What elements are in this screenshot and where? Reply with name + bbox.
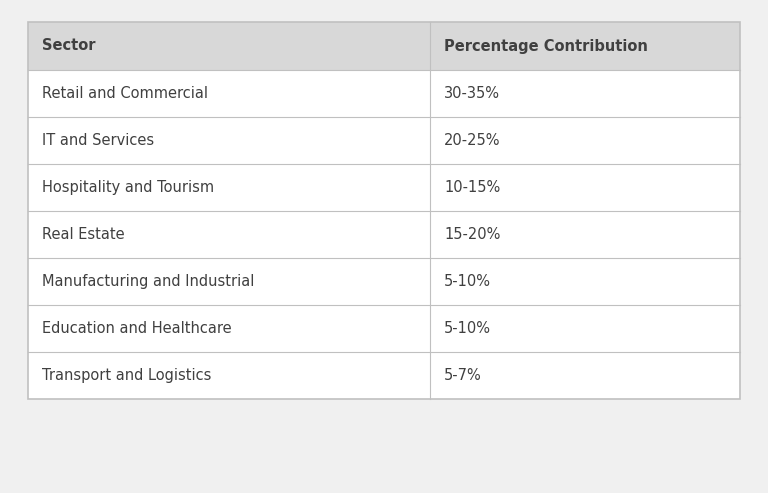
Text: Transport and Logistics: Transport and Logistics [42, 368, 211, 383]
Bar [28, 164, 740, 211]
Text: 20-25%: 20-25% [444, 133, 501, 148]
Text: Education and Healthcare: Education and Healthcare [42, 321, 232, 336]
Text: 15-20%: 15-20% [444, 227, 501, 242]
Bar [28, 70, 740, 117]
Text: 5-10%: 5-10% [444, 321, 492, 336]
Text: 5-7%: 5-7% [444, 368, 482, 383]
Text: Hospitality and Tourism: Hospitality and Tourism [42, 180, 214, 195]
Text: 10-15%: 10-15% [444, 180, 501, 195]
Text: Sector: Sector [42, 38, 95, 54]
Text: IT and Services: IT and Services [42, 133, 154, 148]
Bar [28, 211, 740, 258]
Text: Percentage Contribution: Percentage Contribution [444, 38, 648, 54]
Bar [28, 258, 740, 305]
Bar [28, 117, 740, 164]
Text: Retail and Commercial: Retail and Commercial [42, 86, 208, 101]
Text: 5-10%: 5-10% [444, 274, 492, 289]
Text: Real Estate: Real Estate [42, 227, 124, 242]
Bar [28, 22, 740, 399]
Bar [28, 22, 740, 399]
Bar [28, 22, 740, 70]
Text: Manufacturing and Industrial: Manufacturing and Industrial [42, 274, 254, 289]
Text: 30-35%: 30-35% [444, 86, 500, 101]
Bar [28, 305, 740, 352]
Bar [28, 352, 740, 399]
